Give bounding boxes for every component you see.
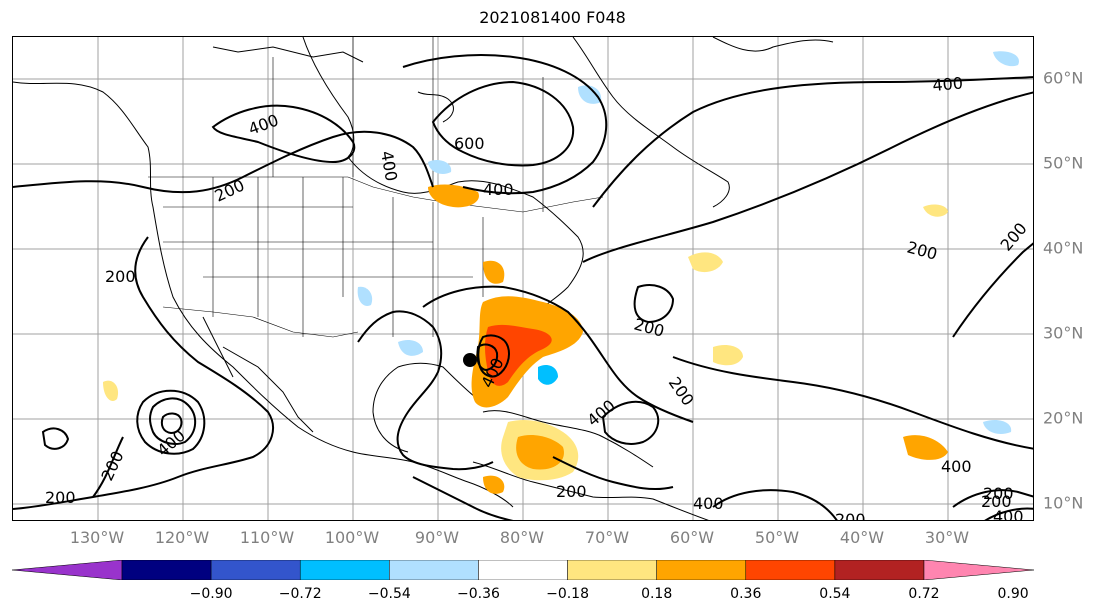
- map-panel: 400 400 600 400 400 200 200 200 200 200 …: [12, 36, 1034, 521]
- longitude-label: 80°W: [499, 528, 545, 547]
- contour-label: 400: [932, 73, 964, 95]
- contour-label: 200: [97, 448, 127, 484]
- colorbar-tick-label: 0.18: [641, 586, 673, 602]
- contour-label: 400: [153, 426, 189, 460]
- colorbar-segment: [567, 560, 657, 580]
- colorbar-segment: [656, 560, 747, 580]
- anomaly-positive-gulf: [483, 260, 505, 284]
- map-canvas: 400 400 600 400 400 200 200 200 200 200 …: [13, 37, 1033, 521]
- colorbar-tick-label: −0.54: [367, 586, 411, 602]
- longitude-label: 100°W: [324, 528, 380, 547]
- anomaly-negative-lakes: [428, 160, 452, 174]
- colorbar-tick-label: 0.36: [730, 586, 762, 602]
- anomaly-positive-sw: [103, 380, 119, 402]
- anomaly-negative-midwest: [357, 286, 373, 306]
- anomaly-positive-east: [903, 435, 948, 460]
- colorbar-segment: [478, 560, 568, 580]
- contour-label: 600: [454, 134, 485, 153]
- graticule: [13, 37, 1033, 520]
- contour-label: 400: [993, 507, 1024, 521]
- map-title: 2021081400 F048: [479, 8, 626, 27]
- contour-label: 200: [835, 510, 866, 521]
- height-contours: [13, 54, 1033, 520]
- contour-label: 400: [693, 494, 724, 513]
- anomaly-negative-canada: [578, 85, 602, 104]
- contour-label: 400: [941, 457, 972, 476]
- anomaly-negative-ne: [993, 51, 1019, 67]
- contour-label: 200: [212, 175, 248, 205]
- latitude-label: 50°N: [1043, 153, 1084, 173]
- longitude-label: 130°W: [69, 528, 125, 547]
- colorbar-tick-label: 0.72: [908, 586, 940, 602]
- colorbar-tick-label: −0.36: [456, 586, 500, 602]
- contour-label: 200: [983, 484, 1014, 503]
- anomaly-negative-atl: [983, 420, 1012, 434]
- latitude-label: 20°N: [1043, 408, 1084, 428]
- contour-label: 200: [45, 488, 76, 507]
- contour-label: 400: [377, 149, 401, 182]
- latitude-label: 10°N: [1043, 493, 1084, 513]
- coastlines: [13, 37, 834, 520]
- contour-label: 200: [905, 238, 939, 264]
- anomaly-positive-greatlakes: [428, 184, 479, 208]
- colorbar-tick-label: 0.90: [997, 586, 1029, 602]
- contour-label: 200: [556, 482, 587, 501]
- longitude-label: 60°W: [669, 528, 715, 547]
- colorbar-tick-label: −0.90: [189, 586, 233, 602]
- contour-label: 400: [246, 110, 281, 138]
- anomaly-positive-atlantic: [713, 345, 743, 366]
- anomaly-negative-gulf: [398, 340, 423, 356]
- anomaly-positive-ne: [923, 204, 948, 217]
- colorbar-segment: [121, 560, 212, 580]
- negative-anomaly-fields: [357, 51, 1019, 434]
- longitude-label: 50°W: [754, 528, 800, 547]
- colorbar-tick-label: −0.18: [546, 586, 589, 602]
- colorbar-tick-label: 0.54: [819, 586, 851, 602]
- anomaly-positive-centralatl: [688, 252, 723, 273]
- colorbar-segment: [745, 560, 836, 580]
- colorbar-segment: [389, 560, 479, 580]
- positive-anomaly-fields: [103, 184, 948, 494]
- longitude-label: 70°W: [584, 528, 630, 547]
- colorbar-extend-max: [923, 560, 1034, 580]
- colorbar-tick-label: −0.72: [278, 586, 322, 602]
- latitude-label: 40°N: [1043, 238, 1084, 258]
- longitude-label: 40°W: [839, 528, 885, 547]
- latitude-label: 60°N: [1043, 68, 1084, 88]
- colorbar-segment: [210, 560, 301, 580]
- contour-label: 200: [981, 492, 1012, 511]
- contour-label: 400: [583, 396, 619, 430]
- anomaly-negative-cuba: [538, 365, 558, 385]
- contour-label: 200: [105, 267, 136, 286]
- contour-label: 400: [483, 180, 514, 199]
- longitude-label: 30°W: [924, 528, 970, 547]
- colorbar: [12, 560, 1034, 580]
- latitude-label: 30°N: [1043, 323, 1084, 343]
- colorbar-segment: [299, 560, 390, 580]
- colorbar-segment: [834, 560, 925, 580]
- anomaly-positive-south: [483, 475, 505, 494]
- anomaly-mid-caribbean: [516, 435, 564, 470]
- colorbar-extend-min: [12, 560, 123, 580]
- storm-center-marker: [463, 353, 477, 367]
- longitude-label: 120°W: [154, 528, 210, 547]
- longitude-label: 90°W: [414, 528, 460, 547]
- longitude-label: 110°W: [239, 528, 295, 547]
